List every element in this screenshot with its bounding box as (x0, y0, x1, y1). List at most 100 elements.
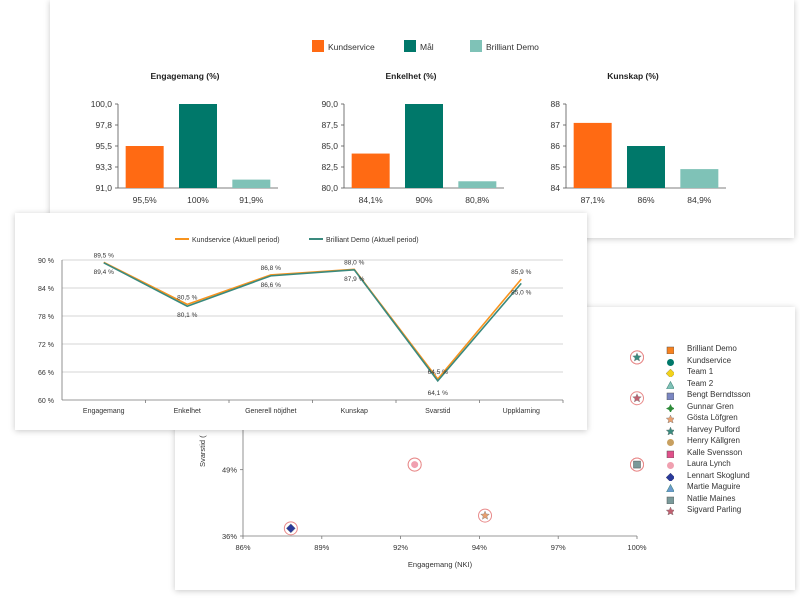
legend-marker (667, 358, 674, 366)
bar (125, 146, 164, 188)
bar-chart-title: Engagemang (%) (151, 71, 220, 81)
y-tick-label: 49% (222, 466, 237, 475)
y-tick-label: 87 (551, 120, 561, 130)
scatter-legend-item: Henry Källgren (665, 436, 785, 448)
legend-label: Laura Lynch (687, 459, 731, 468)
legend-label: Brilliant Demo (687, 344, 737, 353)
legend-label: Team 1 (687, 367, 714, 376)
y-tick-label: 84 (551, 183, 561, 193)
bar-data-label: 90% (415, 195, 432, 205)
legend-symbol (665, 425, 674, 435)
legend-symbol (666, 392, 674, 400)
legend-symbol (666, 346, 674, 354)
y-tick-label: 87,5 (321, 120, 338, 130)
legend-symbol (667, 358, 674, 366)
legend-symbol (665, 368, 674, 377)
legend-label: Kundservice (687, 355, 732, 365)
legend-marker (666, 450, 674, 458)
data-label: 89,5 % (94, 252, 114, 259)
legend-label: Team 2 (687, 378, 714, 388)
legend-marker (665, 472, 674, 481)
bar-data-label: 87,1% (581, 195, 606, 205)
legend-label: Gunnar Gren (687, 401, 734, 411)
scatter-legend-item: Bengt Berndtsson (665, 390, 785, 402)
legend-symbol (667, 439, 674, 446)
y-tick-label: 85 (551, 162, 561, 172)
scatter-legend: Brilliant Demo Kundservice Team 1 Team 2 Ben… (665, 344, 785, 517)
legend-swatch (404, 40, 416, 52)
data-label: 64,5 % (428, 369, 448, 376)
legend-label: Kundservice (Aktuell period) (192, 237, 280, 244)
data-label: 89,4 % (94, 269, 114, 276)
legend-symbol (666, 380, 674, 389)
legend-swatch (312, 40, 324, 52)
x-tick-label: 86% (235, 543, 250, 552)
legend-marker (665, 506, 674, 515)
bar (627, 146, 665, 188)
legend-marker (667, 439, 674, 446)
legend-marker (666, 380, 674, 389)
y-tick-label: 93,3 (95, 162, 112, 172)
scatter-point (480, 510, 490, 520)
bar (179, 104, 217, 188)
x-tick-label: 97% (551, 543, 566, 552)
legend-marker (665, 368, 674, 377)
x-tick-label: Enkelhet (174, 408, 201, 415)
data-label: 87,9 % (344, 276, 364, 283)
x-tick-label: 92% (393, 543, 408, 552)
legend-label: Lennart Skoglund (687, 470, 750, 480)
scatter-legend-item: Brilliant Demo (665, 344, 785, 356)
scatter-legend-item: Team 1 (665, 367, 785, 379)
scatter-legend-item: Kundservice (665, 356, 785, 368)
scatter-legend-item: Natlie Maines (665, 494, 785, 506)
line-chart-panel: Kundservice (Aktuell period) Brilliant De… (15, 213, 587, 430)
legend-marker (667, 462, 674, 469)
bar-chart-1: Engagemang (%) 100,0 97,8 95,5 93,3 91,0 95,5%… (91, 71, 278, 205)
legend-label: Sigvard Parling (687, 505, 742, 514)
bar (680, 169, 719, 188)
y-tick-label: 78 % (38, 314, 54, 321)
x-tick-label: Generell nöjdhet (245, 408, 296, 415)
scatter-point (632, 352, 642, 362)
legend-label: Harvey Pulford (687, 424, 740, 434)
legend-label: Martie Maguire (687, 482, 741, 491)
x-tick-label: 94% (472, 543, 487, 552)
legend-label: Kalle Svensson (687, 447, 743, 457)
scatter-legend-item: Harvey Pulford (665, 425, 785, 437)
bar-chart-3: Kunskap (%) 88 87 86 85 84 87,1% 86% 84,9% (551, 71, 726, 205)
y-tick-label: 100,0 (91, 99, 113, 109)
scatter-legend-item: Laura Lynch (665, 459, 785, 471)
legend-label: Bengt Berndtsson (687, 390, 751, 399)
legend-marker (665, 425, 674, 435)
legend-label: Brilliant Demo (486, 42, 539, 52)
bar-data-label: 80,8% (465, 195, 490, 205)
scatter-legend-item: Team 2 (665, 379, 785, 391)
y-tick-label: 88 (551, 99, 561, 109)
legend-symbol (666, 496, 674, 504)
legend-symbol (667, 462, 674, 469)
bar-data-label: 100% (187, 195, 209, 205)
y-tick-label: 85,0 (321, 141, 338, 151)
data-label: 86,6 % (261, 282, 281, 289)
legend-label: Gösta Löfgren (687, 413, 738, 422)
legend-label: Brilliant Demo (Aktuell period) (326, 237, 419, 244)
bar-data-label: 91,9% (239, 195, 264, 205)
legend-label: Kundservice (328, 42, 375, 52)
legend-symbol (666, 483, 674, 492)
bar-data-label: 84,9% (687, 195, 712, 205)
scatter-point (286, 523, 296, 534)
bar (405, 104, 443, 188)
y-axis-label: Svarstid ( (198, 435, 207, 467)
scatter-legend-item: Lennart Skoglund (665, 471, 785, 483)
series-line (103, 262, 522, 383)
y-tick-label: 91,0 (95, 183, 112, 193)
y-tick-label: 84 % (38, 286, 54, 293)
legend-label: Natlie Maines (687, 493, 736, 503)
data-label: 85,9 % (511, 269, 531, 276)
legend-label: Henry Källgren (687, 436, 740, 445)
bar-data-label: 86% (637, 195, 654, 205)
legend-swatch (470, 40, 482, 52)
y-tick-label: 86 (551, 141, 561, 151)
bar (351, 153, 390, 188)
data-label: 64,1 % (428, 390, 448, 397)
